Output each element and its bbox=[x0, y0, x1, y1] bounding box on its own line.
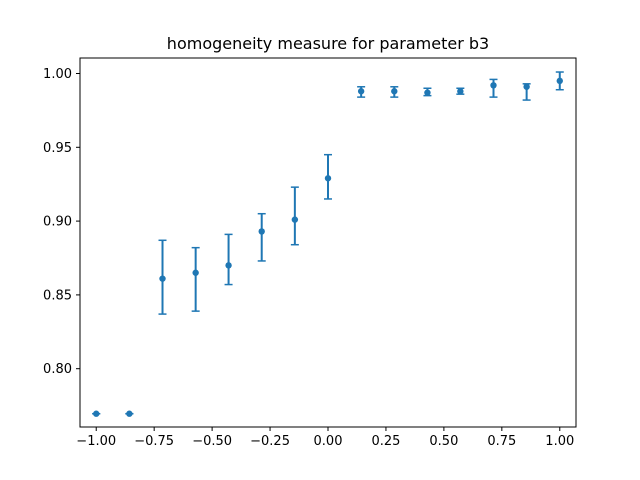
data-point-13 bbox=[523, 83, 530, 90]
x-tick-label-4: 0.00 bbox=[314, 434, 343, 449]
x-tick-label-0: −1.00 bbox=[76, 434, 116, 449]
data-point-group-11 bbox=[456, 87, 465, 95]
data-point-group-4 bbox=[224, 233, 233, 286]
y-tick-label-3: 0.95 bbox=[43, 141, 72, 156]
data-point-14 bbox=[556, 77, 563, 85]
data-point-3 bbox=[192, 269, 199, 276]
data-point-11 bbox=[457, 88, 464, 95]
y-tick-label-4: 1.00 bbox=[43, 67, 72, 82]
y-tick-label-2: 0.90 bbox=[43, 215, 72, 230]
data-point-group-7 bbox=[324, 153, 332, 200]
data-point-group-13 bbox=[522, 83, 531, 101]
x-tick-label-1: −0.75 bbox=[134, 434, 174, 449]
x-tick-label-5: 0.25 bbox=[371, 434, 400, 449]
chart-title: homogeneity measure for parameter b3 bbox=[167, 34, 489, 53]
data-point-group-6 bbox=[290, 186, 299, 246]
data-point-4 bbox=[225, 262, 232, 269]
data-marks bbox=[92, 71, 564, 417]
axes: −1.00 −0.75 −0.50 −0.25 0.00 0.25 0.50 0.75 1.00… bbox=[43, 57, 577, 449]
data-point-group-8 bbox=[357, 86, 366, 98]
y-tick-label-0: 0.80 bbox=[43, 362, 72, 377]
data-point-group-12 bbox=[489, 78, 498, 98]
data-point-group-2 bbox=[158, 239, 167, 315]
data-point-group-10 bbox=[423, 87, 432, 97]
data-point-7 bbox=[324, 175, 332, 182]
data-point-2 bbox=[159, 275, 166, 282]
data-point-group-5 bbox=[257, 212, 266, 262]
x-tick-label-8: 1.00 bbox=[545, 434, 574, 449]
data-point-5 bbox=[258, 228, 265, 235]
data-point-0 bbox=[93, 410, 100, 417]
x-tick-label-3: −0.25 bbox=[250, 434, 290, 449]
data-point-group-9 bbox=[390, 86, 399, 98]
x-tick-label-7: 0.75 bbox=[487, 434, 516, 449]
data-point-group-3 bbox=[191, 246, 200, 312]
y-tick-label-1: 0.85 bbox=[43, 288, 72, 303]
data-point-group-0 bbox=[92, 410, 101, 417]
data-point-group-1 bbox=[125, 410, 134, 417]
data-point-9 bbox=[391, 88, 398, 95]
data-point-10 bbox=[424, 89, 431, 96]
data-point-group-14 bbox=[555, 71, 564, 91]
data-point-12 bbox=[490, 82, 497, 89]
x-tick-label-2: −0.50 bbox=[192, 434, 232, 449]
x-tick-label-6: 0.50 bbox=[429, 434, 458, 449]
data-point-6 bbox=[291, 216, 299, 223]
data-point-8 bbox=[357, 88, 365, 95]
data-point-1 bbox=[126, 410, 133, 417]
